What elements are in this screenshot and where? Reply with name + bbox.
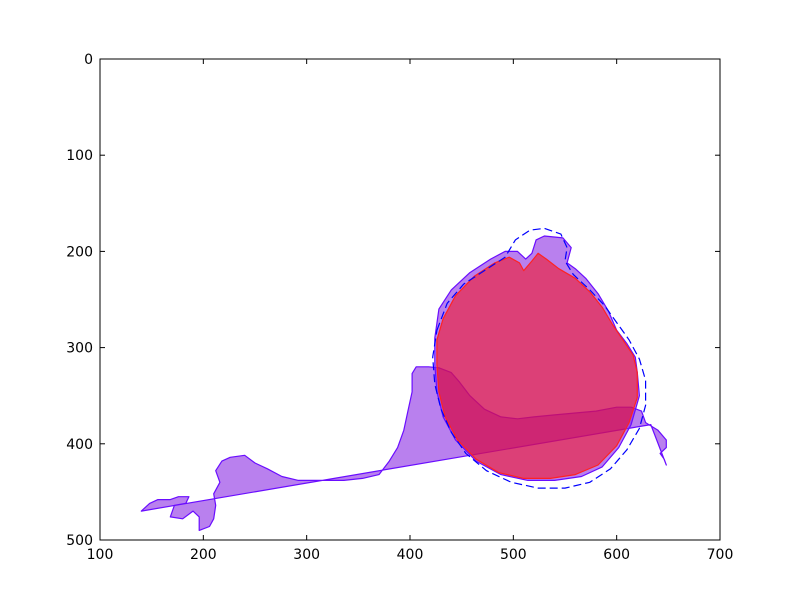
y-tick-label: 300 xyxy=(66,341,93,357)
x-tick-label: 100 xyxy=(87,547,114,563)
x-tick-label: 600 xyxy=(603,547,630,563)
y-tick-label: 400 xyxy=(66,437,93,453)
dashed-outline-polygon xyxy=(432,227,647,489)
y-tick-label: 100 xyxy=(66,148,93,164)
plot-area xyxy=(140,227,667,532)
x-tick-label: 500 xyxy=(500,547,527,563)
y-tick-label: 0 xyxy=(84,52,93,68)
red-region-polygon xyxy=(436,252,638,479)
x-tick-label: 700 xyxy=(707,547,734,563)
x-tick-label: 200 xyxy=(190,547,217,563)
axis-ticks: 100 200 300 400 500 600 700 0 100 200 300 400 500 xyxy=(66,52,733,563)
x-tick-label: 400 xyxy=(397,547,424,563)
x-tick-label: 300 xyxy=(293,547,320,563)
y-tick-label: 200 xyxy=(66,244,93,260)
y-tick-label: 500 xyxy=(66,533,93,549)
